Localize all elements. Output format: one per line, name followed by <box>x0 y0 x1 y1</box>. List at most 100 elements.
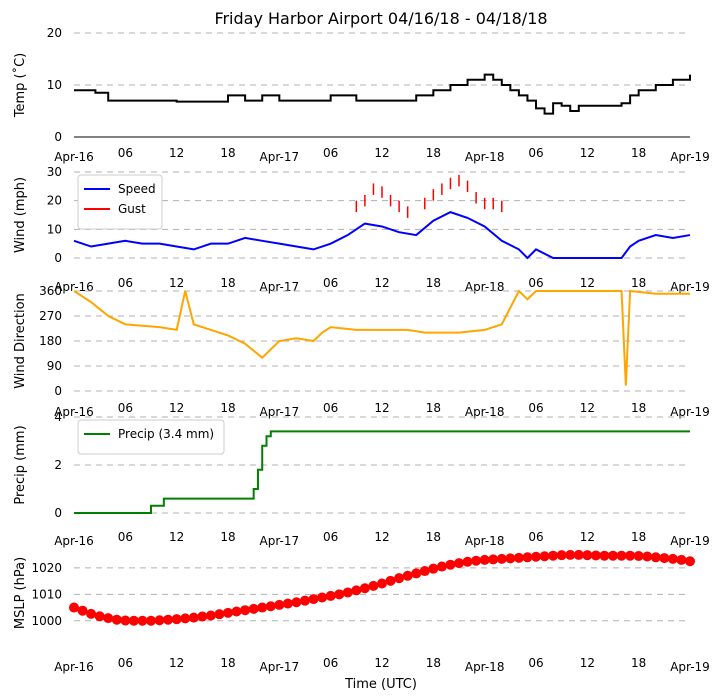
x-tick-label: 06 <box>528 656 543 670</box>
x-tick-label: Apr-19 <box>670 405 710 419</box>
mslp-point <box>317 592 328 603</box>
y-axis-label: Wind (mph) <box>13 177 28 253</box>
y-axis-label: MSLP (hPa) <box>13 557 28 629</box>
mslp-point <box>120 615 131 626</box>
legend-label: Precip (3.4 mm) <box>118 427 214 441</box>
x-tick-label: 12 <box>580 146 595 160</box>
x-tick-label: 18 <box>631 146 646 160</box>
x-tick-label: 06 <box>528 146 543 160</box>
mslp-point <box>573 549 584 560</box>
y-tick-label: 10 <box>47 78 62 92</box>
y-axis-label: Wind Direction <box>13 293 28 389</box>
y-tick-label: 1010 <box>31 587 62 601</box>
x-tick-label: 18 <box>631 401 646 415</box>
x-tick-label: Apr-17 <box>260 660 300 674</box>
x-tick-label: 06 <box>323 401 338 415</box>
x-tick-label: 18 <box>220 530 235 544</box>
y-axis-label: Temp (˚C) <box>12 53 28 119</box>
mslp-point <box>377 578 387 589</box>
mslp-point <box>248 603 259 614</box>
legend-box <box>77 419 225 455</box>
mslp-point <box>428 563 439 574</box>
mslp-point <box>188 612 199 623</box>
y-tick-label: 0 <box>54 130 62 144</box>
mslp-point <box>394 573 405 584</box>
x-tick-label: Apr-18 <box>465 534 505 548</box>
mslp-point <box>471 555 482 566</box>
x-tick-label: Apr-18 <box>465 405 505 419</box>
x-tick-label: 18 <box>426 530 441 544</box>
x-tick-label: 06 <box>528 276 543 290</box>
mslp-point <box>334 589 345 600</box>
mslp-point <box>685 556 695 567</box>
mslp-point <box>411 568 422 579</box>
mslp-point <box>633 550 644 561</box>
series-line-direction <box>73 289 690 386</box>
x-tick-label: 06 <box>118 401 133 415</box>
mslp-point <box>137 615 148 626</box>
series-line-precip <box>74 430 690 514</box>
mslp-point <box>282 598 293 609</box>
x-tick-label: 18 <box>426 146 441 160</box>
mslp-point <box>505 553 516 564</box>
y-tick-label: 90 <box>47 359 62 373</box>
x-tick-label: 12 <box>374 401 389 415</box>
mslp-point <box>223 607 233 618</box>
x-tick-label: 06 <box>323 530 338 544</box>
y-tick-label: 270 <box>39 309 62 323</box>
mslp-point <box>197 611 208 622</box>
mslp-point <box>69 602 79 613</box>
mslp-point <box>265 601 276 612</box>
mslp-point <box>359 583 370 594</box>
x-tick-label: 18 <box>631 530 646 544</box>
mslp-point <box>522 552 533 563</box>
mslp-point <box>436 561 447 572</box>
chart-title: Friday Harbor Airport 04/16/18 - 04/18/1… <box>214 9 547 28</box>
mslp-point <box>385 575 396 586</box>
legend-label: Speed <box>118 182 156 196</box>
y-tick-label: 0 <box>54 384 62 398</box>
x-tick-label: 12 <box>169 146 184 160</box>
legend-label: Gust <box>118 202 146 216</box>
x-tick-label: Apr-19 <box>670 534 710 548</box>
x-tick-label: 18 <box>631 276 646 290</box>
mslp-point <box>625 550 636 561</box>
x-tick-label: 18 <box>426 656 441 670</box>
panel-wind: 0 10 20 30 Wind (mph) Apr-16 06 12 18 Apr-17 06 12 1… <box>13 165 710 294</box>
x-tick-label: 12 <box>580 401 595 415</box>
series-line-temp <box>74 73 691 115</box>
mslp-point <box>616 550 627 561</box>
y-tick-label: 1020 <box>31 561 62 575</box>
x-tick-label: Apr-18 <box>465 150 505 164</box>
y-tick-label: 1000 <box>31 614 62 628</box>
x-tick-label: Apr-19 <box>670 660 710 674</box>
x-tick-label: Apr-16 <box>54 660 94 674</box>
mslp-point <box>402 570 413 581</box>
x-tick-label: Apr-18 <box>465 660 505 674</box>
mslp-point <box>342 587 353 598</box>
x-tick-label: 18 <box>426 276 441 290</box>
x-tick-label: Apr-17 <box>260 280 300 294</box>
x-tick-label: 12 <box>169 276 184 290</box>
y-tick-label: 360 <box>39 284 62 298</box>
x-tick-label: 18 <box>631 656 646 670</box>
x-tick-label: 12 <box>374 656 389 670</box>
mslp-point <box>539 551 550 562</box>
panel-wind_direction: 0 90 180 270 360 Wind Direction Apr-16 06 12 18 Ap… <box>13 284 710 419</box>
mslp-point <box>128 615 139 626</box>
x-tick-label: 06 <box>118 530 133 544</box>
mslp-point <box>531 551 541 562</box>
mslp-point <box>214 609 225 620</box>
mslp-point <box>667 553 678 564</box>
mslp-point <box>351 585 362 596</box>
mslp-point <box>445 559 456 570</box>
x-tick-label: 18 <box>220 401 235 415</box>
mslp-point <box>274 599 285 610</box>
x-tick-label: Apr-19 <box>670 150 710 164</box>
mslp-point <box>642 551 653 562</box>
y-tick-label: 20 <box>47 26 62 40</box>
mslp-point <box>154 615 165 626</box>
mslp-point <box>240 605 251 616</box>
